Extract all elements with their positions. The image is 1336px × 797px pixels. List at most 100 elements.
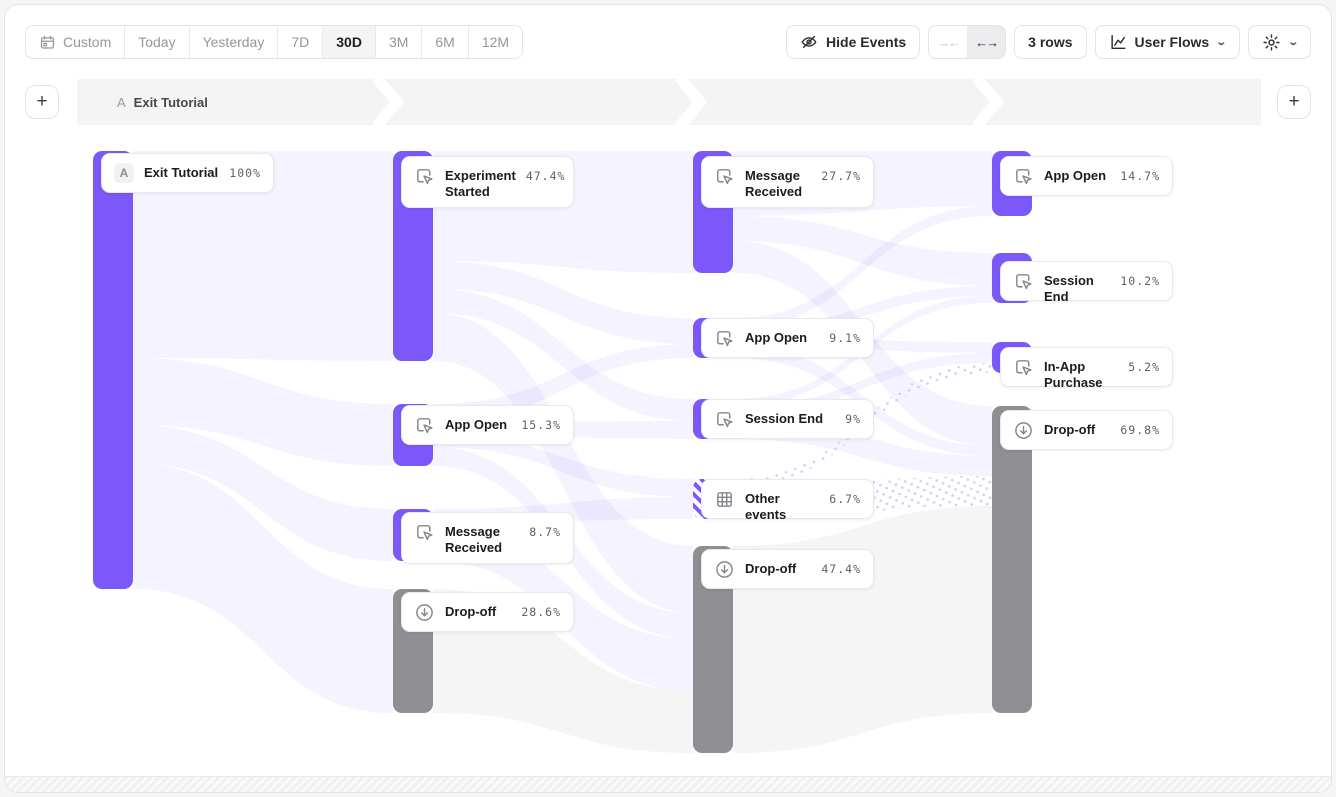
date-range-3m[interactable]: 3M: [375, 26, 423, 58]
gear-icon: [1262, 33, 1281, 52]
grid-other-events-icon: [714, 489, 735, 515]
flow-node-card-c2-drop-off[interactable]: Drop-off 28.6%: [401, 592, 574, 632]
sankey-link[interactable]: [733, 506, 992, 753]
drop-off-arrow-icon: [714, 559, 735, 585]
settings-button[interactable]: ⌄: [1247, 25, 1311, 59]
sankey-link[interactable]: [733, 353, 992, 415]
event-icon: [414, 522, 435, 548]
funnel-steps-bar[interactable]: A Exit Tutorial: [77, 79, 1261, 125]
flow-node-label: Exit Tutorial: [144, 165, 219, 180]
flow-node-value: 28.6%: [521, 605, 561, 619]
flow-node-value: 9.1%: [829, 331, 861, 345]
sankey-link[interactable]: [433, 344, 693, 422]
flow-node-value: 100%: [229, 166, 261, 180]
toolbar-right: Hide Events →← ←→ 3 rows User Flows ⌄: [786, 25, 1311, 59]
sankey-link[interactable]: [433, 289, 693, 421]
date-range-6m[interactable]: 6M: [422, 26, 469, 58]
add-step-right-button[interactable]: +: [1277, 85, 1311, 119]
flow-node-bar-c1-exit-tutorial[interactable]: [93, 151, 133, 589]
view-selector-button[interactable]: User Flows ⌄: [1094, 25, 1240, 59]
spacing-toggle-group: →← ←→: [928, 25, 1007, 59]
date-range-label: Today: [138, 34, 176, 50]
flow-node-label: App Open: [1044, 168, 1107, 183]
app-frame: Custom Today Yesterday 7D 30D 3M 6M 12M Hide Ev…: [4, 4, 1332, 793]
user-flows-sankey: A Exit Tutorial 100% Experiment Started 47.4…: [5, 5, 1331, 792]
step-chevron-separator: [973, 79, 1005, 125]
footer-resize-strip: [5, 776, 1331, 792]
flow-node-label: Drop-off: [1044, 422, 1096, 437]
sankey-link[interactable]: [733, 206, 992, 328]
sankey-link[interactable]: [133, 151, 393, 361]
flow-node-value: 14.7%: [1120, 169, 1160, 183]
date-range-7d[interactable]: 7D: [278, 26, 324, 58]
hide-events-label: Hide Events: [826, 34, 907, 50]
sankey-link[interactable]: [733, 216, 992, 286]
date-range-label: 3M: [388, 34, 409, 50]
flow-node-card-c2-experiment-started[interactable]: Experiment Started 47.4%: [401, 156, 574, 208]
step-badge: A: [117, 94, 126, 110]
sankey-link[interactable]: [433, 261, 693, 344]
event-icon: [714, 409, 735, 435]
sankey-link[interactable]: [433, 435, 693, 497]
date-range-custom[interactable]: Custom: [26, 26, 126, 58]
flow-node-value: 6.7%: [829, 492, 861, 506]
step-a-label: A Exit Tutorial: [117, 79, 208, 125]
sankey-link[interactable]: [433, 313, 693, 613]
flow-node-card-c3-drop-off[interactable]: Drop-off 47.4%: [701, 549, 874, 589]
sankey-link[interactable]: [133, 425, 393, 561]
flow-node-card-c4-session-end[interactable]: Session End 10.2%: [1000, 261, 1173, 304]
flow-node-card-c4-in-app-purchase[interactable]: In-App Purchase 5.2%: [1000, 347, 1173, 390]
event-icon: [414, 166, 435, 192]
flow-node-label: App Open: [745, 330, 808, 345]
view-selector-label: User Flows: [1134, 34, 1210, 50]
flow-node-card-c3-session-end[interactable]: Session End 9%: [701, 399, 874, 439]
date-range-today[interactable]: Today: [125, 26, 190, 58]
add-step-left-button[interactable]: +: [25, 85, 59, 119]
chevron-down-icon: ⌄: [1215, 36, 1228, 48]
date-range-12m[interactable]: 12M: [468, 26, 523, 58]
flow-node-card-c1-exit-tutorial[interactable]: A Exit Tutorial 100%: [101, 153, 274, 193]
date-range-label: 7D: [291, 34, 310, 50]
flow-node-value: 47.4%: [821, 562, 861, 576]
flow-node-card-c2-app-open[interactable]: App Open 15.3%: [401, 405, 574, 445]
date-range-30d[interactable]: 30D: [323, 26, 376, 58]
flow-node-card-c3-other-events[interactable]: Other events 6.7%: [701, 479, 874, 522]
rows-button[interactable]: 3 rows: [1014, 25, 1087, 59]
date-range-yesterday[interactable]: Yesterday: [189, 26, 279, 58]
flow-node-card-c3-message-received[interactable]: Message Received 27.7%: [701, 156, 874, 208]
event-icon: [1013, 166, 1034, 192]
eye-off-icon: [800, 33, 818, 51]
flow-node-label: Session End: [1044, 273, 1094, 304]
flow-node-label: Drop-off: [445, 604, 497, 619]
flow-node-card-c4-app-open[interactable]: App Open 14.7%: [1000, 156, 1173, 196]
flow-chart-icon: [1109, 33, 1127, 51]
hide-events-button[interactable]: Hide Events: [786, 25, 921, 59]
step-chevron-separator: [676, 79, 708, 125]
flow-node-label: Session End: [745, 411, 824, 426]
calendar-icon: [39, 34, 56, 51]
sankey-link[interactable]: [133, 358, 393, 466]
flow-node-value: 10.2%: [1120, 274, 1160, 288]
collapse-horizontal-button[interactable]: →←: [929, 26, 968, 58]
flow-node-card-c4-drop-off[interactable]: Drop-off 69.8%: [1000, 410, 1173, 450]
event-icon: [714, 328, 735, 354]
date-range-label: 30D: [336, 34, 362, 50]
flow-node-label: App Open: [445, 417, 508, 432]
flow-node-value: 8.7%: [529, 525, 561, 539]
sankey-link[interactable]: [133, 463, 393, 713]
flow-node-card-c2-message-received[interactable]: Message Received 8.7%: [401, 512, 574, 564]
flow-node-bar-c4-drop-off[interactable]: [992, 406, 1032, 713]
flow-node-value: 5.2%: [1128, 360, 1160, 374]
sankey-ribbons: [133, 151, 992, 753]
flow-node-value: 69.8%: [1120, 423, 1160, 437]
event-icon: [714, 166, 735, 192]
date-range-selector: Custom Today Yesterday 7D 30D 3M 6M 12M: [25, 25, 524, 59]
step-letter-badge: A: [114, 163, 134, 183]
date-range-label: Custom: [63, 34, 112, 50]
flow-node-value: 47.4%: [525, 169, 566, 183]
expand-horizontal-button[interactable]: ←→: [967, 26, 1006, 58]
flow-node-label: Message Received: [745, 168, 803, 199]
flow-node-card-c3-app-open[interactable]: App Open 9.1%: [701, 318, 874, 358]
flow-node-value: 9%: [845, 412, 861, 426]
toolbar: Custom Today Yesterday 7D 30D 3M 6M 12M Hide Ev…: [25, 25, 1311, 59]
